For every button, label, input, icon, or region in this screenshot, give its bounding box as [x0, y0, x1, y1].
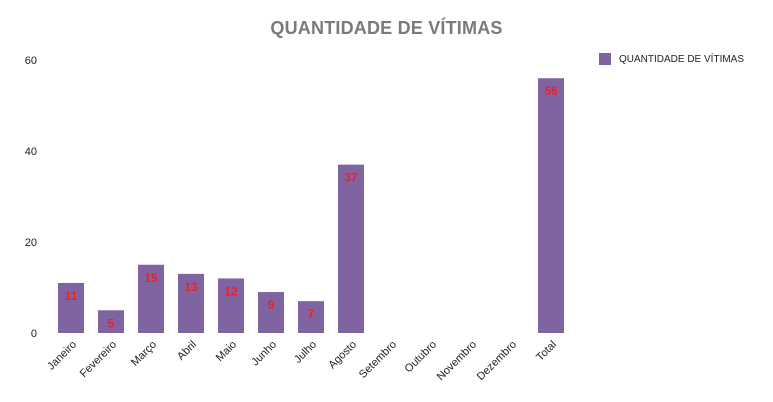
data-label: 9: [268, 298, 275, 312]
bar: [258, 292, 284, 333]
legend-swatch: [599, 53, 611, 65]
x-category-label: Fevereiro: [78, 339, 119, 380]
x-category-label: Dezembro: [475, 339, 519, 383]
bar: [58, 282, 84, 333]
x-category-label: Outubro: [403, 339, 440, 376]
bar: [98, 310, 124, 333]
x-category-label: Julho: [292, 339, 319, 366]
data-label: 37: [344, 171, 358, 185]
legend: QUANTIDADE DE VÍTIMAS: [599, 53, 744, 65]
x-category-label: Janeiro: [45, 339, 79, 373]
bar: [298, 301, 324, 333]
y-tick-label: 40: [25, 146, 37, 158]
data-label: 7: [308, 307, 315, 321]
data-label: 12: [224, 284, 238, 298]
x-category-label: Maio: [214, 339, 239, 364]
chart-title: QUANTIDADE DE VÍTIMAS: [270, 18, 503, 38]
y-tick-label: 0: [31, 328, 37, 340]
bar: [218, 278, 244, 333]
data-label: 5: [108, 316, 115, 330]
data-label: 56: [544, 84, 558, 98]
bar: [538, 78, 564, 333]
x-category-label: Junho: [249, 339, 279, 369]
x-category-label: Agosto: [326, 339, 359, 372]
x-category-label: Março: [129, 339, 159, 369]
x-category-label: Abril: [175, 339, 199, 363]
bar: [138, 264, 164, 333]
data-label: 11: [65, 289, 78, 303]
legend-label: QUANTIDADE DE VÍTIMAS: [619, 53, 745, 65]
x-category-label: Setembro: [357, 339, 399, 381]
y-tick-label: 60: [25, 55, 37, 67]
data-label: 15: [144, 271, 158, 285]
x-category-label: Total: [534, 339, 559, 364]
x-category-label: Novembro: [435, 339, 479, 383]
data-label: 13: [184, 280, 198, 294]
y-tick-label: 20: [25, 237, 37, 249]
bar: [338, 164, 364, 333]
bar: [178, 273, 204, 333]
